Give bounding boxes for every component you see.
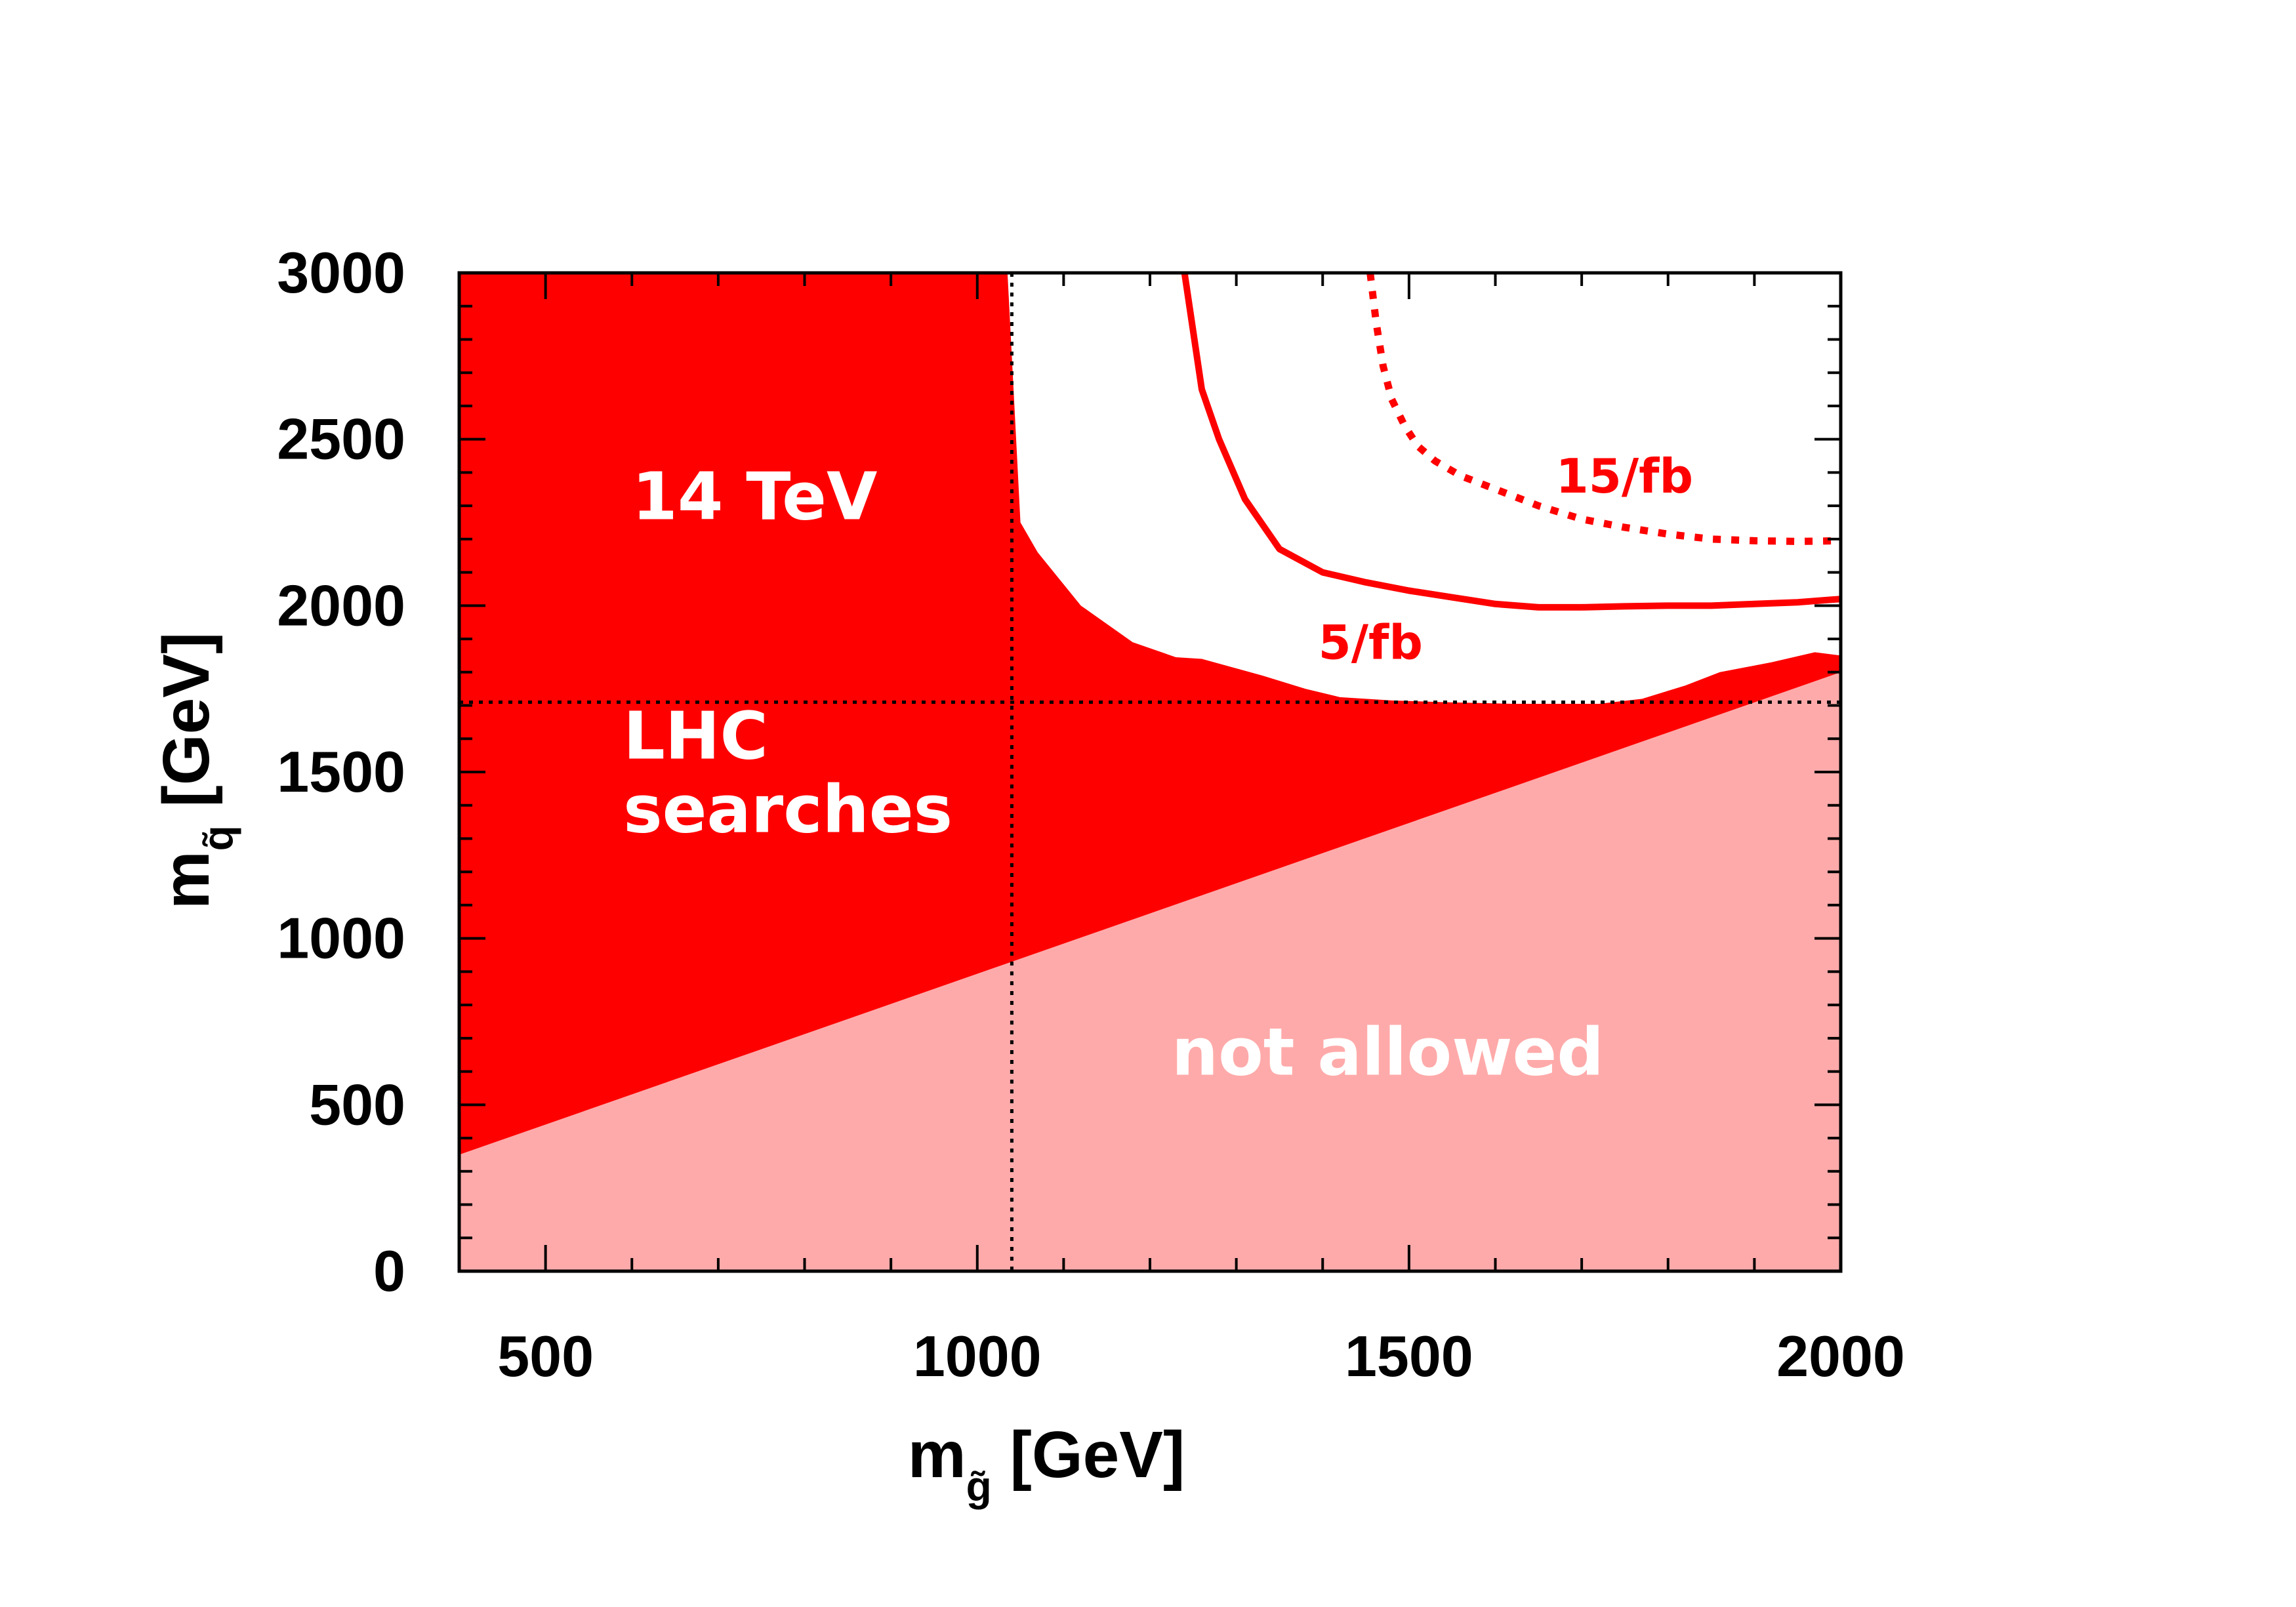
contour-5-per-fb [1181,273,1841,611]
x-tick-label: 1000 [913,1324,1042,1389]
allowed-region [1007,273,1841,704]
y-tick-label: 3000 [277,240,405,305]
y-axis-label-subscript: q̃ [194,825,241,851]
plot-area [459,273,1841,1271]
x-axis-label-subscript: g̃ [966,1463,992,1510]
annotation-5-fb: 5/fb [1319,615,1423,670]
annotation-15-fb: 15/fb [1556,449,1693,504]
y-tick-label: 500 [309,1072,405,1137]
not-allowed-region [459,672,1841,1271]
y-tick-label: 2500 [277,407,405,472]
annotation-14-tev: 14 TeV [632,458,877,535]
x-axis-label-unit: [GeV] [992,1418,1185,1492]
y-tick-label: 0 [373,1238,405,1303]
y-tick-label: 1000 [277,906,405,971]
contour-15-per-fb [1366,273,1841,545]
x-tick-label: 1500 [1345,1324,1473,1389]
annotation-searches: searches [623,771,953,847]
annotation-not-allowed: not allowed [1172,1014,1604,1091]
y-tick-label: 1500 [277,739,405,804]
y-axis-label-unit: [GeV] [150,632,223,825]
x-tick-label: 2000 [1776,1324,1905,1389]
x-tick-label: 500 [497,1324,594,1389]
annotation-lhc: LHC [623,698,768,775]
y-tick-label: 2000 [277,573,405,638]
